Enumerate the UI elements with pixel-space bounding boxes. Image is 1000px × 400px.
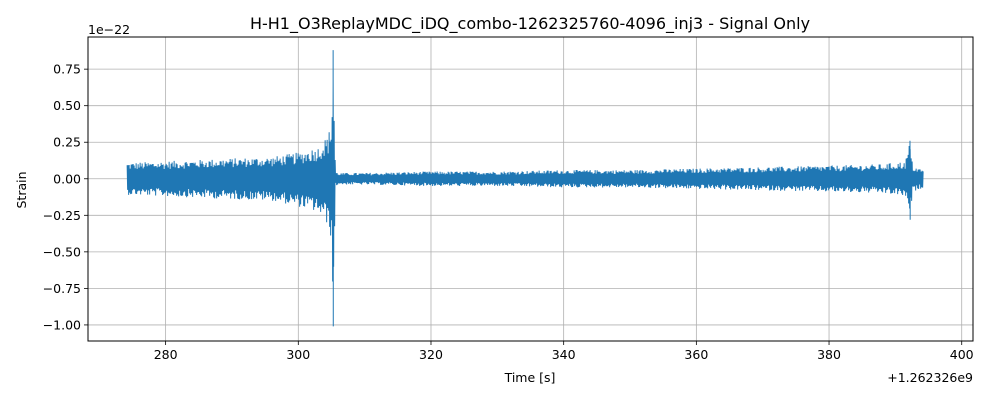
y-tick-label: 0.50 [53,98,81,113]
ticks: 280 300 320 340 360 380 400 −1.00 −0.75 −0.50 −0.2… [43,62,974,362]
y-scale-label: 1e−22 [88,22,130,37]
x-offset-label: +1.262326e9 [887,370,973,385]
y-tick-label: −0.25 [43,208,81,223]
y-tick-label: −0.75 [43,281,81,296]
y-axis-label: Strain [14,171,29,208]
y-tick-label: 0.25 [53,135,81,150]
x-tick-label: 320 [419,347,443,362]
x-tick-label: 380 [817,347,841,362]
x-tick-label: 340 [552,347,576,362]
chart-title: H-H1_O3ReplayMDC_iDQ_combo-1262325760-40… [250,14,810,34]
y-tick-label: 0.00 [53,171,81,186]
y-tick-label: 0.75 [53,62,81,77]
y-tick-label: −1.00 [43,317,81,332]
x-tick-label: 360 [684,347,708,362]
x-tick-label: 280 [154,347,178,362]
x-tick-label: 300 [286,347,310,362]
y-tick-label: −0.50 [43,244,81,259]
x-tick-label: 400 [950,347,974,362]
axes-frame [87,36,974,342]
plot-area [126,50,924,327]
signal-series-line [126,50,924,327]
x-axis-label: Time [s] [504,370,556,385]
